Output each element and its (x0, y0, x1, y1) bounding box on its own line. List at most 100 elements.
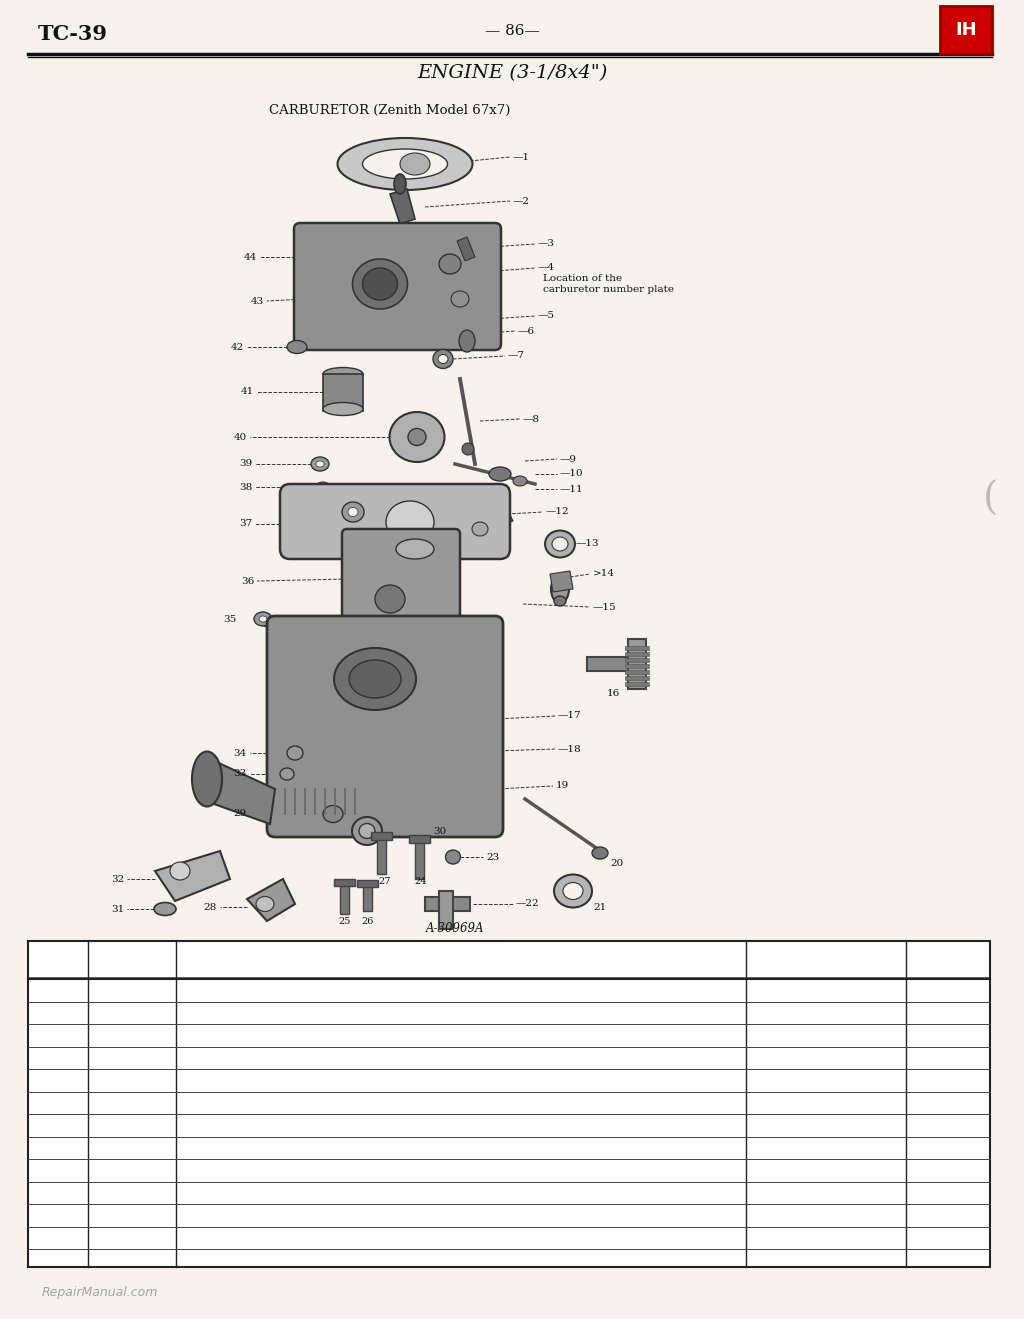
Ellipse shape (316, 462, 324, 467)
Ellipse shape (459, 330, 475, 352)
FancyBboxPatch shape (294, 223, 501, 350)
Text: CARBURETOR, ASSEMBLY (GASOLINE): CARBURETOR, ASSEMBLY (GASOLINE) (182, 985, 384, 995)
Bar (409, 835, 430, 843)
FancyBboxPatch shape (280, 484, 510, 559)
Text: 2: 2 (945, 1054, 951, 1062)
Text: PRINTED IN UNITED STATES OF AMERICA: PRINTED IN UNITED STATES OF AMERICA (354, 1253, 567, 1262)
Ellipse shape (408, 429, 426, 446)
Ellipse shape (362, 149, 447, 179)
Bar (625, 677, 649, 681)
Text: 362 384 R91: 362 384 R91 (101, 985, 163, 995)
Bar (357, 880, 378, 886)
Polygon shape (490, 504, 513, 526)
Ellipse shape (348, 508, 358, 517)
Text: SERIAL NUMBER: SERIAL NUMBER (778, 955, 873, 964)
Ellipse shape (554, 874, 592, 907)
Text: 27: 27 (379, 877, 391, 885)
FancyBboxPatch shape (342, 529, 460, 638)
Text: 37: 37 (239, 520, 252, 529)
Ellipse shape (352, 816, 382, 845)
Text: 23: 23 (486, 852, 500, 861)
Text: —7: —7 (508, 351, 525, 360)
Text: NUT, HEX., 5/16-18NC (NOT PART OF CARBURETOR ASSEMBLY): NUT, HEX., 5/16-18NC (NOT PART OF CARBUR… (182, 1166, 488, 1175)
Ellipse shape (170, 863, 190, 880)
Bar (334, 878, 355, 886)
Bar (340, 882, 349, 914)
Bar (625, 682, 649, 686)
Ellipse shape (359, 823, 375, 839)
Polygon shape (550, 571, 573, 592)
Bar (377, 836, 386, 874)
Text: — 86—: — 86— (484, 24, 540, 38)
Text: 179 817: 179 817 (113, 1030, 152, 1039)
Text: 35: 35 (224, 615, 237, 624)
Text: 356 901 R91: 356 901 R91 (101, 1121, 163, 1130)
Ellipse shape (438, 355, 449, 364)
Bar (28, 940, 990, 1268)
Bar (625, 663, 649, 667)
Text: 41: 41 (241, 388, 254, 397)
Ellipse shape (386, 501, 434, 543)
Ellipse shape (489, 467, 511, 481)
Text: Location of the
carburetor number plate: Location of the carburetor number plate (543, 274, 674, 294)
Ellipse shape (513, 476, 527, 485)
Ellipse shape (462, 443, 474, 455)
Ellipse shape (256, 897, 274, 911)
Text: 20: 20 (610, 860, 624, 868)
Text: CARBURETOR, ASSEMBLY (DISTILLATE OR KEROSENE): CARBURETOR, ASSEMBLY (DISTILLATE OR KERO… (182, 1121, 472, 1130)
Polygon shape (155, 851, 230, 901)
Text: SCREW, CAP, HEX-HD., 5/16-18NC x 7/8" (NOT PART OF CARBURETOR ASSEMBLY): SCREW, CAP, HEX-HD., 5/16-18NC x 7/8" (N… (182, 1030, 572, 1039)
Ellipse shape (389, 412, 444, 462)
Text: —5: —5 (538, 311, 555, 321)
Text: 33: 33 (233, 769, 247, 778)
Text: —11: —11 (560, 484, 584, 493)
Text: 21: 21 (593, 902, 606, 911)
Text: 31: 31 (111, 905, 124, 914)
Bar (940, 7, 992, 54)
Text: 44: 44 (244, 252, 257, 261)
Text: (: ( (982, 480, 997, 517)
Ellipse shape (563, 882, 583, 900)
Text: 1: 1 (945, 1008, 951, 1017)
Text: PART
NUMBER: PART NUMBER (106, 950, 158, 969)
Ellipse shape (323, 368, 362, 380)
Polygon shape (200, 758, 275, 824)
Text: 24: 24 (415, 877, 427, 885)
Text: CARBURETOR (Zenith Model 67x7): CARBURETOR (Zenith Model 67x7) (269, 104, 511, 117)
Text: —9: —9 (560, 455, 577, 463)
Ellipse shape (472, 522, 488, 536)
Text: 2: 2 (945, 1030, 951, 1039)
Ellipse shape (287, 747, 303, 760)
Text: A-30969A: A-30969A (426, 922, 484, 935)
Bar (625, 646, 649, 650)
Ellipse shape (349, 660, 401, 698)
Text: 32: 32 (111, 874, 124, 884)
Text: IH: IH (955, 21, 977, 40)
Text: 25: 25 (339, 917, 351, 926)
Ellipse shape (311, 456, 329, 471)
Text: 29: 29 (233, 810, 247, 819)
Text: 30: 30 (433, 827, 446, 835)
Text: 28: 28 (204, 902, 217, 911)
FancyBboxPatch shape (267, 616, 503, 838)
Ellipse shape (394, 174, 406, 194)
Text: —2: —2 (513, 197, 530, 206)
Text: —10: —10 (560, 470, 584, 479)
Ellipse shape (280, 768, 294, 780)
Bar (362, 882, 372, 911)
Ellipse shape (342, 503, 364, 522)
Bar (371, 832, 392, 840)
Text: —6: —6 (518, 327, 535, 335)
Text: —17: —17 (558, 711, 582, 720)
Ellipse shape (338, 138, 472, 190)
Ellipse shape (323, 402, 362, 415)
Ellipse shape (552, 537, 568, 551)
Text: 102 634: 102 634 (113, 1166, 152, 1175)
Ellipse shape (445, 849, 461, 864)
Text: —8: —8 (523, 414, 540, 423)
Ellipse shape (551, 575, 569, 603)
Text: (OPTIONAL WITH CARTER CARBURETOR, 362 385 R91) (SEE NOTE): (OPTIONAL WITH CARTER CARBURETOR, 362 38… (194, 1008, 518, 1017)
Text: NOTE – REFER TO THE ILLUSTRATION FOR THE LOCATION OF THE CARBURETOR NUMBER PLATE: NOTE – REFER TO THE ILLUSTRATION FOR THE… (182, 1233, 660, 1242)
Ellipse shape (287, 340, 307, 353)
Text: 1: 1 (945, 1144, 951, 1153)
